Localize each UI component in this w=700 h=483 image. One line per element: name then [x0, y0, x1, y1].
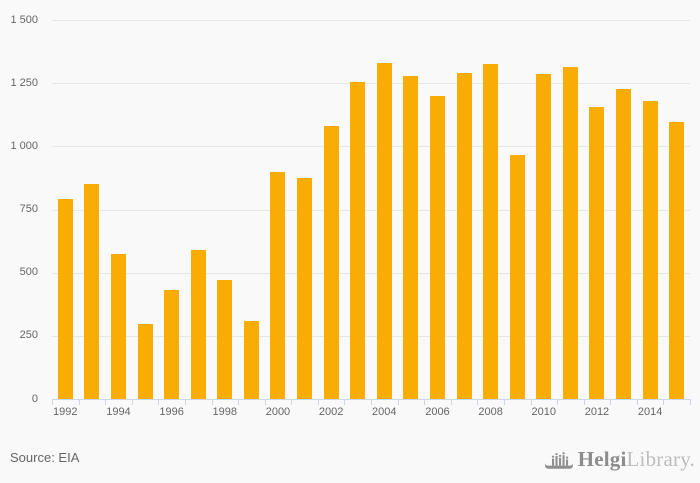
x-axis-tick: [530, 400, 532, 405]
x-axis-tick: [78, 400, 80, 405]
x-axis-tick: [105, 400, 107, 405]
x-axis-label: 2000: [265, 406, 291, 418]
x-axis-label: 1992: [53, 406, 78, 418]
y-gridline: [52, 272, 690, 274]
bar-2008[interactable]: [483, 64, 499, 399]
x-axis-label: 2014: [637, 406, 663, 418]
bar-2003[interactable]: [350, 81, 366, 399]
bar-2006[interactable]: [429, 95, 445, 399]
y-gridline: [52, 209, 690, 211]
x-axis-label: 1998: [212, 406, 238, 418]
bar-2015[interactable]: [669, 122, 685, 399]
bar-2011[interactable]: [562, 66, 578, 399]
bar-2013[interactable]: [616, 89, 632, 399]
bar-1994[interactable]: [110, 253, 126, 399]
y-gridline: [52, 20, 690, 21]
x-axis-label: 2008: [478, 406, 503, 418]
bar-1993[interactable]: [84, 184, 100, 399]
bar-1992[interactable]: [57, 199, 73, 399]
bar-1995[interactable]: [137, 324, 153, 399]
bar-2000[interactable]: [270, 171, 286, 399]
x-axis-tick: [371, 400, 372, 405]
x-axis-tick: [477, 400, 479, 405]
y-axis-label: 750: [19, 203, 38, 215]
x-axis-label: 2010: [531, 406, 557, 418]
x-axis-tick: [184, 400, 186, 405]
x-axis-tick: [503, 400, 505, 405]
x-axis-tick: [450, 400, 452, 405]
x-axis-tick: [291, 400, 293, 405]
bar-2002[interactable]: [323, 126, 339, 399]
bar-1996[interactable]: [164, 290, 180, 399]
x-axis-tick: [264, 400, 266, 405]
bar-2005[interactable]: [403, 75, 419, 399]
helgi-logo-icon: [544, 452, 573, 469]
y-axis-label: 500: [19, 266, 38, 279]
x-axis-tick: [557, 400, 559, 405]
y-axis-label: 1 500: [10, 13, 38, 26]
bar-1998[interactable]: [217, 280, 233, 399]
helgi-library-logo: Helgi Library.: [544, 447, 695, 472]
x-axis-tick: [238, 400, 240, 405]
y-axis-label: 0: [31, 392, 38, 405]
x-axis-label: 2004: [372, 406, 397, 418]
bar-2009[interactable]: [509, 155, 525, 399]
x-axis-tick: [317, 400, 319, 405]
x-axis-tick: [636, 400, 638, 405]
x-axis-tick: [610, 400, 612, 405]
x-axis-tick: [211, 400, 213, 405]
x-axis-line: [52, 399, 691, 400]
y-gridline: [52, 335, 690, 337]
bar-2010[interactable]: [536, 74, 552, 399]
bar-2001[interactable]: [297, 177, 313, 399]
x-axis-label: 2002: [318, 406, 344, 418]
x-axis-tick: [663, 400, 665, 405]
y-gridline: [52, 146, 690, 148]
x-axis-tick: [344, 400, 346, 405]
x-axis-label: 2006: [425, 406, 450, 418]
x-axis-label: 2012: [584, 406, 610, 418]
x-axis-tick: [583, 400, 585, 405]
x-axis-label: 1996: [159, 406, 184, 418]
x-axis-tick: [52, 400, 53, 405]
brand-library: Library.: [626, 447, 695, 471]
x-axis-tick: [397, 400, 399, 405]
x-axis-tick: [158, 400, 160, 405]
bar-2007[interactable]: [456, 73, 472, 399]
y-gridline: [52, 83, 690, 85]
x-axis-tick: [131, 400, 133, 405]
brand-helgi: Helgi: [577, 447, 627, 471]
x-axis-tick: [424, 400, 426, 405]
y-axis-label: 1 250: [10, 76, 38, 89]
x-axis-tick: [690, 400, 691, 405]
bar-1997[interactable]: [190, 249, 206, 399]
bar-2012[interactable]: [589, 107, 605, 399]
y-axis-label: 250: [19, 329, 38, 342]
bar-2014[interactable]: [642, 100, 658, 399]
y-axis-label: 1 000: [10, 139, 38, 152]
source-label: Source: EIA: [10, 450, 80, 465]
bar-1999[interactable]: [243, 320, 259, 399]
bar-2004[interactable]: [376, 62, 392, 399]
x-axis-label: 1994: [106, 406, 131, 418]
